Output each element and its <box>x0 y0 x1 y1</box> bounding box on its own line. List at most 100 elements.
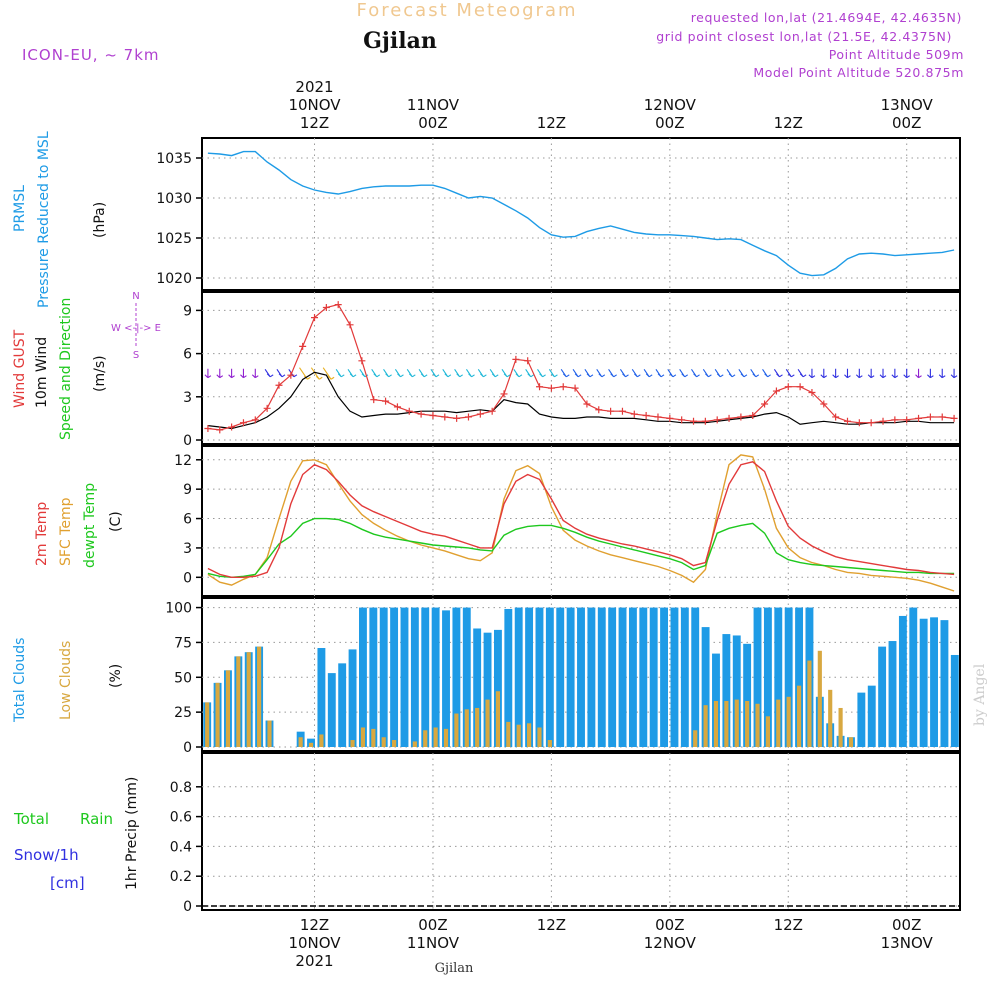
top-time-label: 13NOV <box>881 96 934 114</box>
total-cloud-bar <box>462 607 471 747</box>
total-cloud-bar <box>358 607 367 747</box>
total-cloud-bar <box>452 607 461 747</box>
wind-direction-arrow <box>548 369 558 378</box>
wind-direction-arrow <box>584 369 594 378</box>
y-tick-label: 0.2 <box>170 869 192 885</box>
temp2m-label: 2m Temp <box>34 502 50 566</box>
wind-direction-arrow <box>773 369 783 378</box>
wind-direction-arrow <box>714 369 724 378</box>
total-cloud-bars <box>203 607 959 747</box>
total-cloud-bar <box>369 607 378 747</box>
low-cloud-bar <box>267 720 272 747</box>
y-tick-label: 3 <box>183 390 192 406</box>
wind-panel: 0 3 6 9 Wind GUST 10m Wind Speed and Direct… <box>12 291 960 449</box>
total-cloud-bar <box>493 629 502 747</box>
low-cloud-bar <box>537 727 542 747</box>
total-cloud-bar <box>909 607 918 747</box>
wind-direction-arrow <box>560 369 570 378</box>
gust-marker <box>441 413 449 421</box>
pressure-line <box>207 150 955 277</box>
total-cloud-bar <box>597 607 606 747</box>
total-cloud-bar <box>514 607 523 747</box>
gust-marker <box>595 406 603 414</box>
y-tick-label: 75 <box>174 635 192 651</box>
speed-direction-label: Speed and Direction <box>58 298 74 440</box>
gust-marker <box>654 413 662 421</box>
low-cloud-bar <box>724 700 729 747</box>
gust-marker <box>287 371 295 379</box>
wind-direction-arrow <box>430 369 440 378</box>
top-time-label: 12Z <box>537 114 566 132</box>
wind-direction-arrow <box>643 369 653 378</box>
gust-marker <box>275 381 283 389</box>
panel-frame <box>201 445 961 597</box>
top-time-label: 12Z <box>300 114 329 132</box>
time-axis-label: 2021 <box>295 952 333 970</box>
wind-direction-arrow <box>383 369 392 378</box>
low-cloud-bar <box>807 660 812 747</box>
low-cloud-bar <box>225 670 231 747</box>
wind-speed-line <box>207 371 955 430</box>
wind-direction-arrow <box>619 369 629 378</box>
wind-direction-arrow <box>418 369 428 378</box>
gust-marker <box>867 419 875 427</box>
total-precip-label: Total <box>13 810 49 828</box>
low-cloud-bar <box>693 730 698 747</box>
gust-marker <box>938 413 946 421</box>
gust-marker <box>725 414 733 422</box>
gust-marker <box>263 404 271 412</box>
gust-marker <box>429 412 437 420</box>
total-cloud-bar <box>795 607 804 747</box>
model-label: ICON-EU, ~ 7km <box>22 46 160 64</box>
gust-marker <box>607 407 615 415</box>
low-cloud-bar <box>745 700 750 747</box>
wind-direction-arrow <box>891 368 899 379</box>
gust-marker <box>536 383 544 391</box>
total-cloud-bar <box>410 607 419 747</box>
total-cloud-bar <box>878 646 887 747</box>
wind-direction-arrow <box>489 369 499 378</box>
pressure-panel: 1020 1025 1030 1035 PRMSL Pressure Reduced … <box>12 131 960 308</box>
gust-marker <box>346 321 354 329</box>
wind-direction-arrow <box>631 369 641 378</box>
total-cloud-bar <box>338 663 347 747</box>
total-cloud-bar <box>556 607 565 747</box>
gust-marker <box>772 387 780 395</box>
wind-direction-arrow <box>785 369 795 378</box>
wind-direction-arrow <box>855 368 863 379</box>
total-cloud-bar <box>639 607 648 747</box>
total-cloud-bar <box>545 607 554 747</box>
total-cloud-bar <box>442 610 450 747</box>
wind-direction-arrows <box>204 367 958 380</box>
total-cloud-bar <box>888 641 897 747</box>
precip-unit-label: 1hr Precip (mm) <box>124 777 140 890</box>
wind-direction-arrow <box>394 369 404 378</box>
total-cloud-bar <box>712 653 720 747</box>
clouds-unit-label: (%) <box>108 664 124 688</box>
wind-direction-arrow <box>797 369 807 378</box>
gust-marker <box>891 416 899 424</box>
dewpt-temp-line <box>207 517 955 579</box>
footer-location: Gjilan <box>435 961 474 976</box>
precip-panel: 0 0.2 0.4 0.6 0.8 Total Rain Snow/1h [cm] 1h… <box>13 753 960 915</box>
wind-direction-arrow <box>454 369 463 378</box>
time-axis-label: 13NOV <box>881 934 934 952</box>
gust-marker <box>749 412 757 420</box>
low-clouds-label: Low Clouds <box>58 641 74 720</box>
gust-marker <box>761 400 769 408</box>
total-cloud-bar <box>348 649 357 747</box>
gust-marker <box>500 390 508 398</box>
low-cloud-bar <box>796 685 802 747</box>
total-cloud-bar <box>431 607 440 747</box>
total-cloud-bar <box>701 627 710 747</box>
wind-direction-arrow <box>371 369 381 378</box>
wind-direction-arrow <box>335 369 345 378</box>
low-cloud-bar <box>547 740 552 747</box>
time-axis-label: 12Z <box>300 916 329 934</box>
sfc-temp-label: SFC Temp <box>58 497 74 566</box>
total-cloud-bar <box>400 607 409 747</box>
low-cloud-bar <box>350 740 355 747</box>
total-cloud-bar <box>618 607 627 747</box>
